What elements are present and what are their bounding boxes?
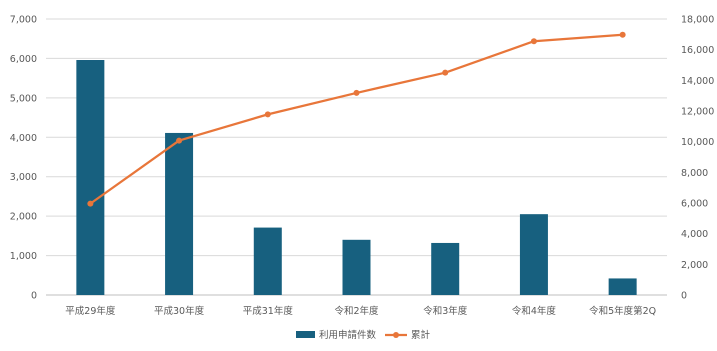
x-tick-label: 令和5年度第2Q (589, 305, 656, 317)
bar (165, 132, 194, 295)
bar (253, 227, 282, 295)
legend-label: 累計 (411, 329, 431, 341)
bar (519, 214, 548, 295)
legend-label: 利用申請件数 (319, 329, 377, 341)
line-point (353, 89, 360, 96)
x-tick-label: 令和4年度 (512, 305, 557, 317)
y-right-tick-label: 14,000 (681, 76, 714, 87)
y-right-tick-label: 8,000 (681, 168, 708, 179)
y-right-tick-label: 0 (681, 291, 687, 302)
x-tick-label: 平成31年度 (243, 305, 294, 317)
y-right-tick-label: 16,000 (681, 45, 714, 56)
x-tick-label: 令和3年度 (423, 305, 468, 317)
line-point (530, 38, 537, 45)
y-left-tick-label: 6,000 (10, 54, 37, 65)
line-point (176, 137, 183, 144)
axes: 0 1,000 2,000 3,000 4,000 5,000 6,000 7,000 0 2,0… (10, 15, 714, 318)
bar-series (76, 60, 637, 296)
line-series (87, 31, 626, 207)
legend-swatch-marker (393, 332, 399, 338)
y-right-tick-label: 2,000 (681, 260, 708, 271)
line-point (442, 69, 449, 76)
line-point (87, 200, 94, 207)
y-left-tick-label: 0 (31, 291, 37, 302)
y-left-tick-label: 2,000 (10, 212, 37, 223)
y-right-tick-label: 12,000 (681, 107, 714, 118)
bar (608, 278, 637, 295)
y-left-tick-label: 1,000 (10, 251, 37, 262)
x-tick-label: 令和2年度 (334, 305, 379, 317)
bar (76, 60, 105, 296)
y-right-tick-label: 18,000 (681, 15, 714, 26)
x-tick-label: 平成30年度 (154, 305, 205, 317)
legend: 利用申請件数 累計 (296, 329, 431, 341)
bar (342, 239, 371, 295)
y-left-tick-label: 4,000 (10, 133, 37, 144)
line-point (619, 31, 626, 38)
y-left-tick-label: 5,000 (10, 93, 37, 104)
y-right-tick-label: 10,000 (681, 137, 714, 148)
line-point (264, 111, 271, 118)
y-left-tick-label: 3,000 (10, 172, 37, 183)
y-right-tick-label: 6,000 (681, 199, 708, 210)
y-right-tick-label: 4,000 (681, 229, 708, 240)
bar (431, 242, 460, 295)
y-left-tick-label: 7,000 (10, 15, 37, 26)
gridlines (46, 18, 667, 296)
x-tick-label: 平成29年度 (65, 305, 116, 317)
legend-swatch-bar (296, 331, 315, 338)
